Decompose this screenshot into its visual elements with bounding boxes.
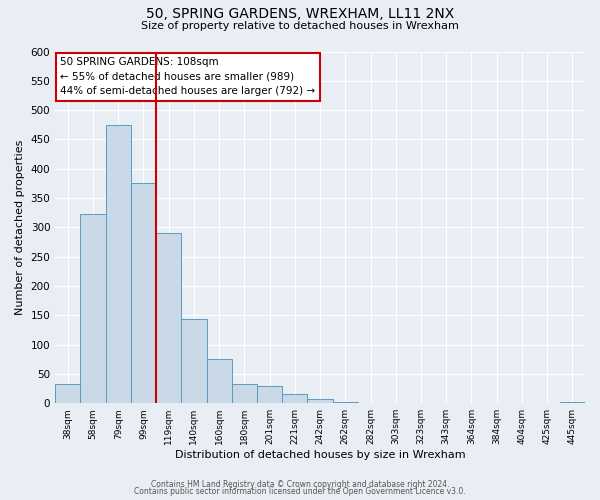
Text: Contains HM Land Registry data © Crown copyright and database right 2024.: Contains HM Land Registry data © Crown c… — [151, 480, 449, 489]
Text: Size of property relative to detached houses in Wrexham: Size of property relative to detached ho… — [141, 21, 459, 31]
Bar — [383, 402, 409, 403]
Bar — [156, 233, 181, 403]
Bar — [232, 384, 257, 403]
Text: Contains public sector information licensed under the Open Government Licence v3: Contains public sector information licen… — [134, 487, 466, 496]
Y-axis label: Number of detached properties: Number of detached properties — [15, 140, 25, 315]
Bar — [206, 359, 232, 403]
Bar — [332, 402, 358, 403]
Text: 50 SPRING GARDENS: 108sqm
← 55% of detached houses are smaller (989)
44% of semi: 50 SPRING GARDENS: 108sqm ← 55% of detac… — [61, 57, 316, 96]
Bar — [55, 384, 80, 403]
Bar — [358, 402, 383, 403]
Bar — [106, 126, 131, 403]
Bar — [282, 394, 307, 403]
X-axis label: Distribution of detached houses by size in Wrexham: Distribution of detached houses by size … — [175, 450, 466, 460]
Bar — [181, 320, 206, 403]
Bar — [131, 184, 156, 403]
Bar — [257, 386, 282, 403]
Bar — [560, 402, 585, 403]
Text: 50, SPRING GARDENS, WREXHAM, LL11 2NX: 50, SPRING GARDENS, WREXHAM, LL11 2NX — [146, 8, 454, 22]
Bar — [307, 399, 332, 403]
Bar — [80, 214, 106, 403]
